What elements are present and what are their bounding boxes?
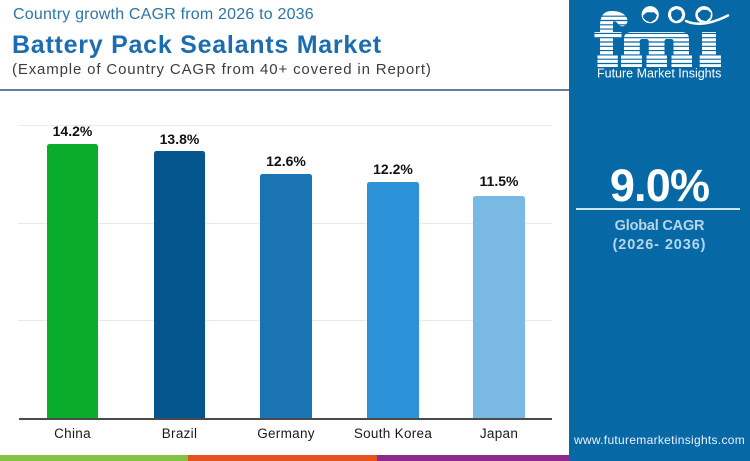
- svg-text:Future Market Insights: Future Market Insights: [597, 67, 721, 81]
